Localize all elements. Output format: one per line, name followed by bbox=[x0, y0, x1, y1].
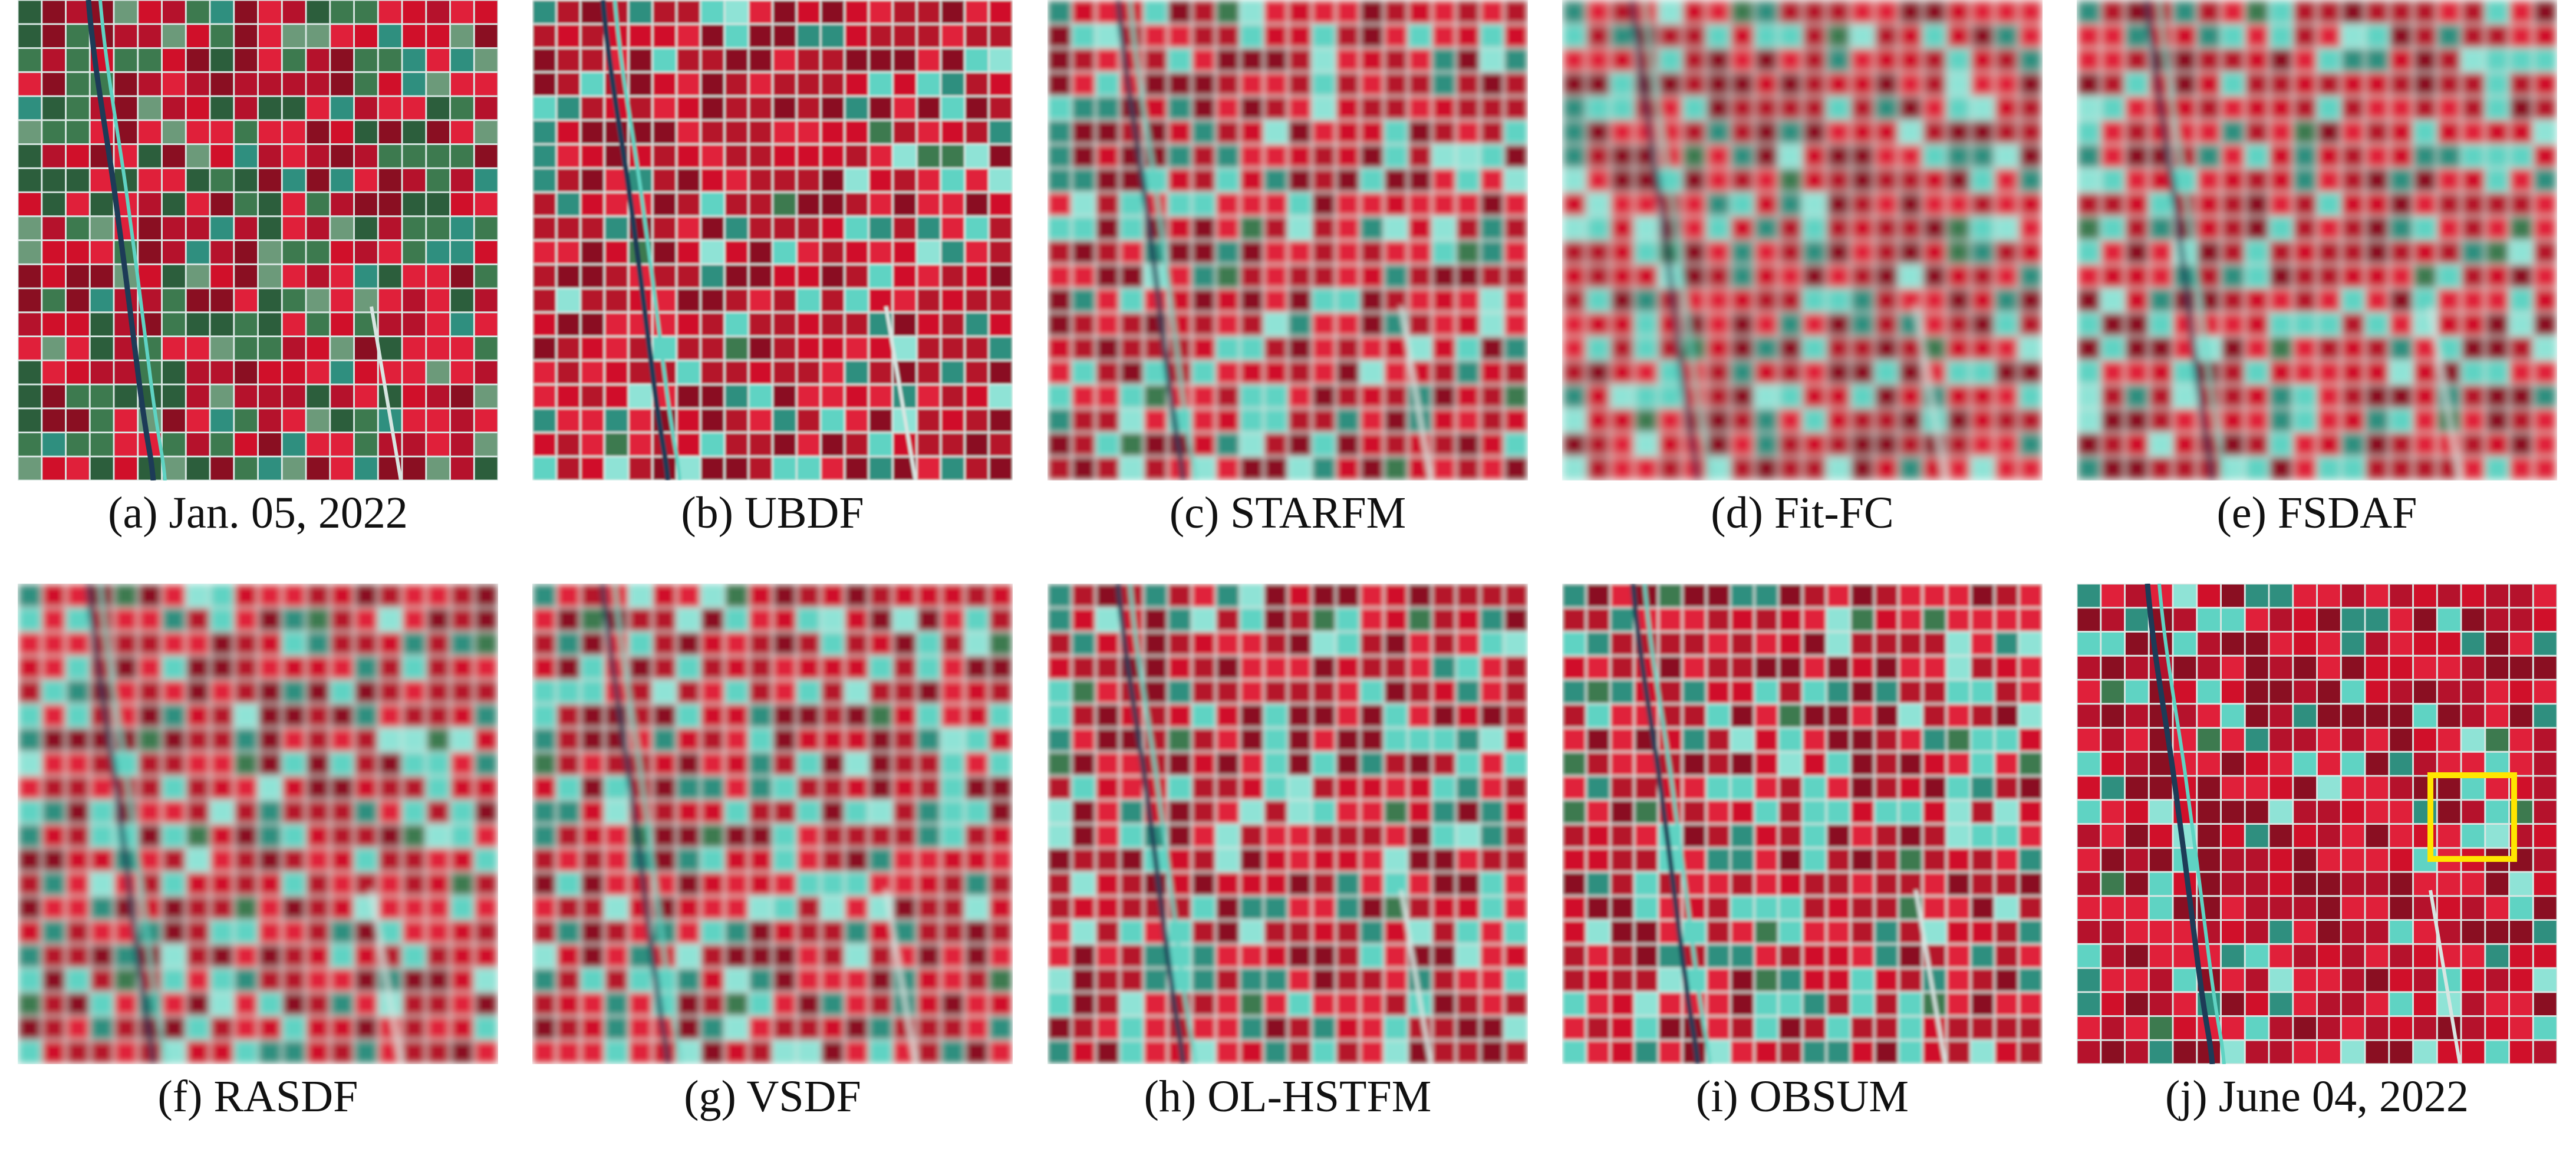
caption-b: (b) UBDF bbox=[681, 488, 864, 538]
satellite-image-c bbox=[1047, 0, 1528, 480]
field-mosaic bbox=[18, 584, 498, 1064]
satellite-image-b bbox=[532, 0, 1013, 480]
satellite-image-i bbox=[1562, 584, 2043, 1064]
satellite-image-j bbox=[2077, 584, 2557, 1064]
caption-d: (d) Fit-FC bbox=[1711, 488, 1894, 538]
field-mosaic bbox=[1562, 584, 2043, 1064]
field-mosaic bbox=[1047, 584, 1528, 1064]
caption-a: (a) Jan. 05, 2022 bbox=[108, 488, 408, 538]
satellite-image-h bbox=[1047, 584, 1528, 1064]
field-mosaic bbox=[2077, 0, 2557, 480]
caption-i: (i) OBSUM bbox=[1695, 1072, 1909, 1121]
caption-h: (h) OL-HSTFM bbox=[1144, 1072, 1432, 1121]
caption-g: (g) VSDF bbox=[684, 1072, 861, 1121]
field-mosaic bbox=[18, 0, 498, 480]
field-mosaic bbox=[1562, 0, 2043, 480]
caption-j: (j) June 04, 2022 bbox=[2165, 1072, 2469, 1121]
satellite-image-a bbox=[18, 0, 498, 480]
field-mosaic bbox=[1047, 0, 1528, 480]
satellite-image-g bbox=[532, 584, 1013, 1064]
field-mosaic bbox=[532, 584, 1013, 1064]
field-mosaic bbox=[532, 0, 1013, 480]
caption-f: (f) RASDF bbox=[157, 1072, 358, 1121]
caption-e: (e) FSDAF bbox=[2216, 488, 2417, 538]
satellite-image-f bbox=[18, 584, 498, 1064]
highlight-box bbox=[2427, 772, 2517, 862]
caption-c: (c) STARFM bbox=[1169, 488, 1406, 538]
field-mosaic bbox=[2077, 584, 2557, 1064]
satellite-image-d bbox=[1562, 0, 2043, 480]
satellite-image-e bbox=[2077, 0, 2557, 480]
